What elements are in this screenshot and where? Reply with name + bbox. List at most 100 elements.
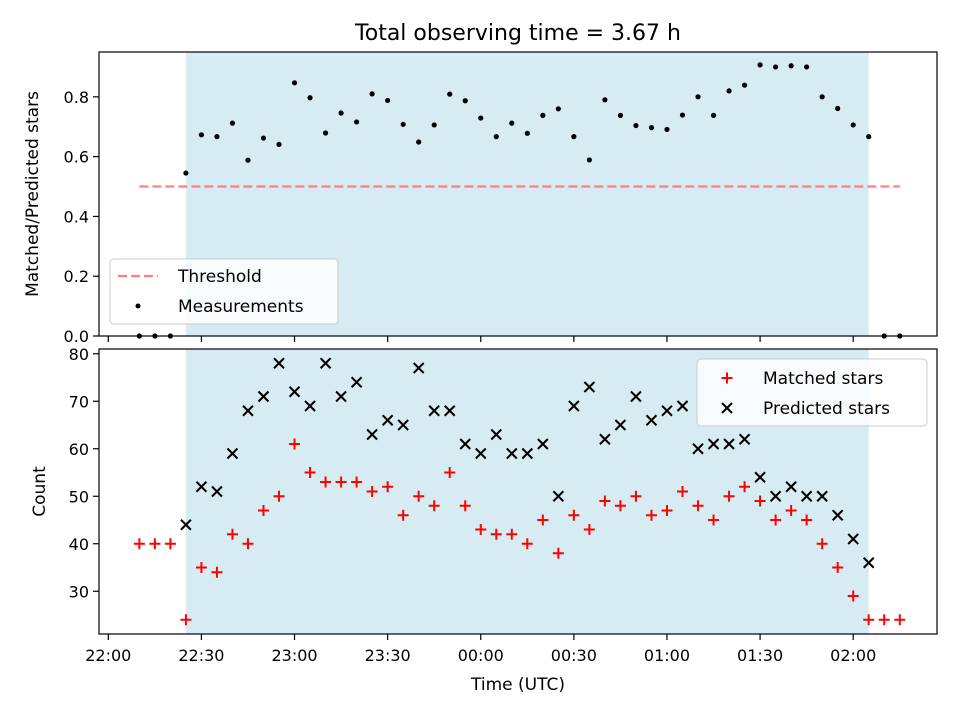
matched-star-point [382, 481, 394, 493]
predicted-star-point [257, 390, 270, 403]
predicted-star-point [475, 447, 487, 460]
legend-matched-label: Matched stars [763, 369, 883, 389]
matched-star-point [164, 538, 176, 550]
legend-predicted-marker [721, 402, 733, 414]
matched-star-point [692, 500, 704, 512]
measurement-point [214, 134, 220, 140]
predicted-star-point [552, 490, 565, 502]
measurement-point [276, 141, 282, 147]
predicted-star-point [831, 509, 844, 521]
predicted-star-point [335, 390, 347, 403]
matched-star-point [444, 467, 456, 478]
predicted-star-point [273, 357, 285, 369]
predicted-star-point [785, 481, 797, 493]
predicted-star-point [754, 471, 766, 483]
measurement-point [571, 134, 577, 140]
time-x-axis: 22:00 22:30 23:00 23:30 00:00 00:30 01:00 01:30… [85, 634, 876, 665]
legend-predicted-label: Predicted stars [763, 399, 890, 419]
predicted-star-point [381, 414, 394, 426]
legend-measurements-swatch [135, 303, 141, 309]
matched-star-point [257, 505, 269, 516]
measurement-point [229, 120, 236, 126]
x-tick-label: 23:30 [365, 646, 411, 665]
measurement-point [447, 91, 453, 97]
matched-star-point [195, 562, 207, 573]
chart-title: Total observing time = 3.67 h [354, 21, 681, 46]
matched-star-point [847, 590, 859, 602]
predicted-star-point [614, 419, 627, 431]
matched-star-point [335, 476, 347, 488]
predicted-star-point [304, 400, 316, 412]
ratio-panel-frame [98, 51, 938, 337]
count-y-axis: 30 40 50 60 70 80 [69, 345, 99, 601]
matched-stars-points [133, 438, 906, 626]
count-legend-box [696, 358, 928, 427]
predicted-star-point [707, 438, 720, 450]
predicted-star-point [506, 447, 518, 460]
measurement-point [462, 98, 468, 104]
ratio-legend-box [109, 258, 339, 325]
matched-star-point [242, 538, 254, 550]
x-tick-label: 22:30 [178, 646, 224, 665]
matched-star-point [614, 500, 626, 512]
measurement-point [586, 157, 592, 163]
predicted-star-point [428, 405, 440, 417]
legend-matched-swatch [721, 372, 733, 384]
matched-star-point [180, 614, 192, 626]
measurement-point [291, 80, 298, 86]
x-tick-label: 02:00 [830, 646, 876, 665]
predicted-star-point [583, 381, 596, 393]
measurement-point [679, 112, 686, 118]
measurement-point [819, 94, 825, 100]
matched-star-point [770, 514, 782, 526]
measurement-point [385, 97, 391, 104]
matched-star-point [708, 514, 720, 526]
legend-measurements-label: Measurements [178, 297, 304, 317]
matched-star-point [894, 614, 906, 626]
measurement-point [804, 64, 810, 70]
measurement-point [617, 112, 624, 118]
measurement-point [850, 122, 856, 128]
measurement-point [183, 170, 189, 176]
measurement-point [866, 134, 872, 140]
matched-star-point [397, 509, 409, 521]
y-tick-label: 80 [69, 345, 89, 364]
measurement-point [710, 112, 717, 118]
matched-star-point [521, 538, 533, 550]
matched-star-point [366, 486, 378, 497]
matched-star-point [723, 490, 735, 502]
measurement-point [633, 122, 639, 129]
matched-star-point [832, 562, 844, 573]
x-tick-label: 22:00 [85, 646, 131, 665]
predicted-star-point [599, 433, 611, 445]
matched-star-point [816, 538, 828, 550]
matched-star-point [630, 490, 642, 502]
count-panel-frame [98, 348, 938, 635]
matched-star-point [676, 486, 688, 497]
measurement-point [664, 126, 670, 133]
measurement-point [260, 135, 267, 141]
matched-star-point [863, 614, 875, 626]
matched-star-point [149, 538, 161, 550]
y-tick-label: 30 [69, 582, 89, 601]
matched-star-point [211, 566, 223, 578]
predicted-star-point [180, 519, 192, 531]
x-tick-label: 23:00 [271, 646, 317, 665]
matched-star-point [583, 524, 595, 535]
y-tick-label: 0.2 [64, 267, 89, 286]
predicted-star-point [692, 443, 704, 455]
ratio-panel: 0.00.20.40.60.8 Matched/Predicted stars … [23, 51, 938, 346]
matched-star-point [552, 547, 564, 559]
measurement-point [773, 64, 779, 70]
count-panel: 30 40 50 60 70 80 22:00 22:30 23:00 23:30 00:00 00… [30, 345, 938, 695]
matched-star-point [273, 490, 285, 502]
predicted-star-point [319, 357, 332, 369]
measurement-point [835, 105, 841, 112]
measurement-point [540, 112, 546, 118]
measurement-point [322, 130, 329, 136]
predicted-star-point [537, 438, 549, 450]
predicted-star-point [195, 481, 208, 493]
matched-star-point [304, 467, 316, 478]
matched-star-point [490, 528, 502, 540]
